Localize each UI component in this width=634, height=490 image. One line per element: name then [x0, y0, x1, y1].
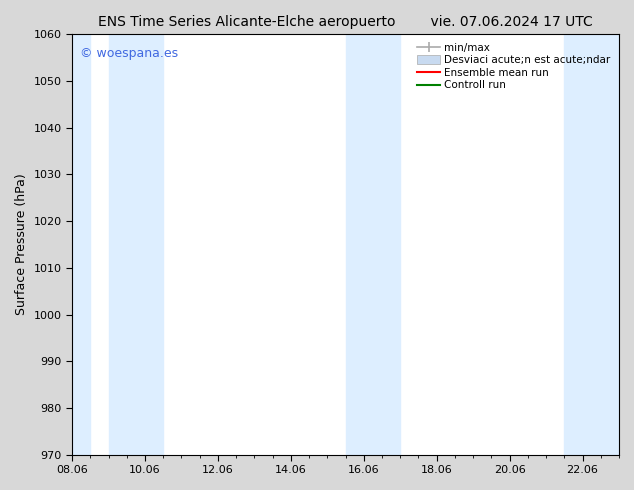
- Legend: min/max, Desviaci acute;n est acute;ndar, Ensemble mean run, Controll run: min/max, Desviaci acute;n est acute;ndar…: [414, 40, 614, 94]
- Text: © woespana.es: © woespana.es: [81, 47, 178, 60]
- Bar: [108, 34, 163, 455]
- Bar: [564, 34, 619, 455]
- Bar: [72, 34, 90, 455]
- Title: ENS Time Series Alicante-Elche aeropuerto        vie. 07.06.2024 17 UTC: ENS Time Series Alicante-Elche aeropuert…: [98, 15, 593, 29]
- Y-axis label: Surface Pressure (hPa): Surface Pressure (hPa): [15, 173, 28, 316]
- Bar: [346, 34, 400, 455]
